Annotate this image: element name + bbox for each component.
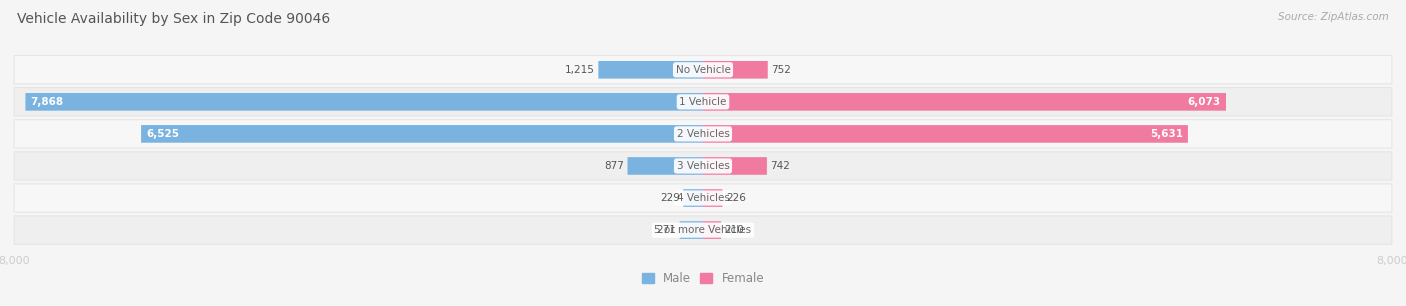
FancyBboxPatch shape bbox=[703, 93, 1226, 111]
FancyBboxPatch shape bbox=[14, 120, 1392, 148]
Text: 877: 877 bbox=[605, 161, 624, 171]
Text: Source: ZipAtlas.com: Source: ZipAtlas.com bbox=[1278, 12, 1389, 22]
Text: 210: 210 bbox=[724, 225, 744, 235]
FancyBboxPatch shape bbox=[703, 61, 768, 79]
Text: 2 Vehicles: 2 Vehicles bbox=[676, 129, 730, 139]
FancyBboxPatch shape bbox=[14, 184, 1392, 212]
Text: 752: 752 bbox=[772, 65, 792, 75]
Text: 6,073: 6,073 bbox=[1188, 97, 1220, 107]
FancyBboxPatch shape bbox=[703, 157, 766, 175]
FancyBboxPatch shape bbox=[14, 152, 1392, 180]
Text: 742: 742 bbox=[770, 161, 790, 171]
Text: 4 Vehicles: 4 Vehicles bbox=[676, 193, 730, 203]
Legend: Male, Female: Male, Female bbox=[637, 267, 769, 289]
FancyBboxPatch shape bbox=[599, 61, 703, 79]
FancyBboxPatch shape bbox=[141, 125, 703, 143]
Text: No Vehicle: No Vehicle bbox=[675, 65, 731, 75]
Text: 271: 271 bbox=[657, 225, 676, 235]
FancyBboxPatch shape bbox=[683, 189, 703, 207]
FancyBboxPatch shape bbox=[679, 221, 703, 239]
FancyBboxPatch shape bbox=[703, 221, 721, 239]
Text: 1,215: 1,215 bbox=[565, 65, 595, 75]
Text: 7,868: 7,868 bbox=[31, 97, 63, 107]
Text: 6,525: 6,525 bbox=[146, 129, 179, 139]
FancyBboxPatch shape bbox=[627, 157, 703, 175]
FancyBboxPatch shape bbox=[14, 216, 1392, 244]
Text: 5,631: 5,631 bbox=[1150, 129, 1182, 139]
FancyBboxPatch shape bbox=[703, 125, 1188, 143]
FancyBboxPatch shape bbox=[703, 189, 723, 207]
Text: 5 or more Vehicles: 5 or more Vehicles bbox=[654, 225, 752, 235]
FancyBboxPatch shape bbox=[14, 88, 1392, 116]
Text: 3 Vehicles: 3 Vehicles bbox=[676, 161, 730, 171]
Text: Vehicle Availability by Sex in Zip Code 90046: Vehicle Availability by Sex in Zip Code … bbox=[17, 12, 330, 26]
Text: 229: 229 bbox=[659, 193, 681, 203]
FancyBboxPatch shape bbox=[25, 93, 703, 111]
FancyBboxPatch shape bbox=[14, 56, 1392, 84]
Text: 1 Vehicle: 1 Vehicle bbox=[679, 97, 727, 107]
Text: 226: 226 bbox=[725, 193, 745, 203]
